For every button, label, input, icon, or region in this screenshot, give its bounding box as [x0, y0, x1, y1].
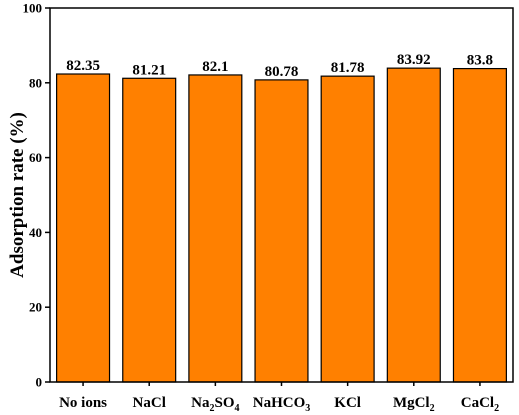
x-tick-label: NaHCO3	[253, 395, 311, 414]
bar	[386, 67, 441, 383]
y-tick-label: 100	[23, 1, 43, 16]
x-axis: No ions NaCl Na2SO4 NaHCO3 KCl MgCl2 CaCl2	[59, 382, 499, 414]
y-axis: 0 20 40 60 80 100	[23, 1, 50, 390]
bars: 82.35 81.21 82.1 80.78 81.78 83.92 83.8	[56, 52, 507, 383]
x-tick-label: Na2SO4	[191, 395, 239, 414]
data-label: 83.92	[397, 52, 431, 68]
plot-frame	[49, 7, 514, 383]
bar	[254, 79, 309, 383]
y-tick-label: 20	[29, 300, 42, 315]
data-label: 80.78	[265, 64, 299, 80]
bar	[452, 67, 507, 383]
y-tick-label: 60	[29, 150, 42, 165]
x-tick-label: NaCl	[133, 395, 166, 411]
x-tick-label: CaCl2	[461, 395, 499, 414]
y-tick-label: 40	[29, 225, 42, 240]
y-tick-label: 0	[36, 375, 43, 390]
data-label: 81.21	[132, 62, 166, 78]
data-label: 82.35	[66, 58, 100, 74]
y-tick-label: 80	[29, 75, 42, 90]
x-tick-label: MgCl2	[393, 395, 435, 414]
bar	[56, 73, 111, 383]
data-label: 81.78	[331, 60, 365, 76]
data-label: 83.8	[467, 53, 493, 69]
x-tick-label: KCl	[334, 395, 361, 411]
bar	[320, 75, 375, 383]
x-tick-label: No ions	[59, 395, 107, 411]
bar	[122, 77, 177, 383]
data-label: 82.1	[202, 59, 228, 75]
y-axis-title: Adsorption rate (%)	[7, 112, 28, 278]
bar	[188, 74, 243, 383]
